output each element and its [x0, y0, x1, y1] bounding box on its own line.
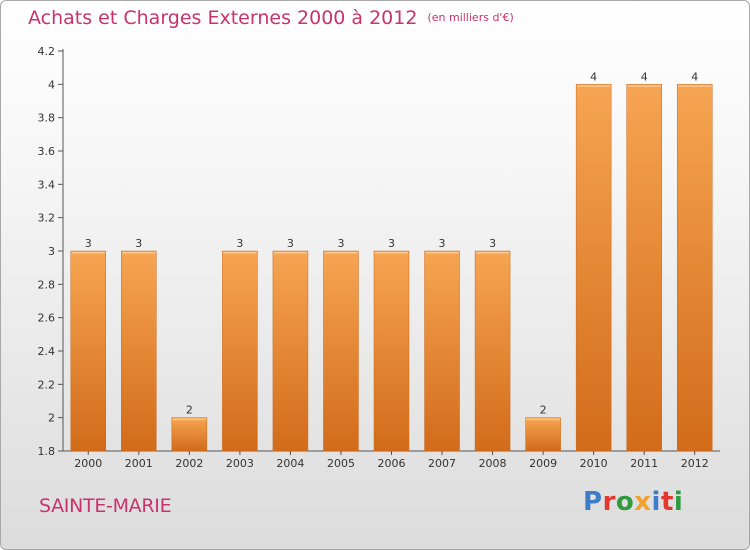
y-tick-label: 3	[48, 245, 55, 258]
x-tick-label: 2011	[630, 457, 658, 470]
x-tick-label: 2010	[580, 457, 608, 470]
bar-highlight	[71, 252, 105, 254]
x-tick-label: 2004	[276, 457, 304, 470]
bar	[323, 250, 359, 452]
bar-value-label: 2	[186, 404, 193, 417]
logo-letter: i	[651, 487, 661, 517]
y-tick-label: 4.2	[38, 45, 56, 58]
y-tick-label: 2.8	[38, 278, 56, 291]
bar-value-label: 3	[236, 237, 243, 250]
logo-letter: i	[673, 487, 684, 517]
y-tick-label: 3.4	[38, 178, 56, 191]
bar	[575, 84, 612, 452]
bar-value-label: 3	[135, 237, 142, 250]
chart-title: Achats et Charges Externes 2000 à 2012 (e…	[28, 7, 514, 29]
x-tick-label: 2003	[226, 457, 254, 470]
bar-highlight	[273, 252, 307, 254]
bar-value-label: 4	[590, 70, 597, 83]
y-tick-label: 3.2	[38, 212, 56, 225]
chart-title-text: Achats et Charges Externes 2000 à 2012	[28, 7, 418, 29]
x-tick-label: 2008	[479, 457, 507, 470]
bar-value-label: 3	[388, 237, 395, 250]
bar-highlight	[223, 252, 257, 254]
logo-letter: t	[660, 487, 674, 517]
y-tick-label: 2.4	[38, 345, 56, 358]
bar	[272, 250, 309, 452]
bar-value-label: 3	[85, 237, 92, 250]
bar-highlight	[577, 85, 611, 87]
y-tick-label: 3.8	[38, 112, 56, 125]
bar-value-label: 4	[691, 70, 698, 83]
bar-highlight	[627, 85, 661, 87]
bar-highlight	[172, 418, 206, 421]
bar	[121, 250, 157, 452]
y-tick-label: 2.6	[38, 312, 56, 325]
bar	[626, 84, 662, 452]
bar	[424, 250, 460, 452]
x-tick-label: 2005	[327, 457, 355, 470]
bar-highlight	[678, 85, 712, 87]
x-tick-label: 2012	[681, 457, 709, 470]
bar-value-label: 3	[337, 237, 344, 250]
y-tick-label: 2.2	[38, 378, 56, 391]
proxiti-logo: Proxiti	[583, 487, 683, 517]
bar-highlight	[122, 252, 156, 254]
x-tick-label: 2001	[125, 457, 153, 470]
bar-value-label: 3	[489, 237, 496, 250]
bar-value-label: 3	[439, 237, 446, 250]
bar-highlight	[425, 252, 459, 254]
bar-highlight	[324, 252, 358, 254]
location-name: SAINTE-MARIE	[39, 495, 172, 517]
logo-letter: x	[634, 487, 652, 517]
bar-value-label: 2	[540, 404, 547, 417]
bar	[373, 250, 410, 452]
bar	[676, 84, 713, 452]
y-tick-label: 4	[48, 78, 55, 91]
bar	[70, 250, 107, 452]
bar	[474, 250, 511, 452]
y-tick-label: 1.8	[38, 445, 56, 458]
y-tick-label: 3.6	[38, 145, 56, 158]
bar	[222, 250, 258, 452]
x-tick-label: 2007	[428, 457, 456, 470]
y-tick-label: 2	[48, 412, 55, 425]
x-tick-label: 2009	[529, 457, 557, 470]
logo-letter: r	[602, 487, 616, 517]
x-tick-label: 2002	[175, 457, 203, 470]
x-tick-label: 2000	[74, 457, 102, 470]
bar	[525, 417, 561, 452]
logo-letter: P	[583, 487, 603, 517]
logo-letter: o	[615, 487, 635, 517]
x-tick-label: 2006	[378, 457, 406, 470]
bar	[171, 417, 208, 452]
bar-highlight	[526, 418, 560, 421]
bar-value-label: 3	[287, 237, 294, 250]
bar-highlight	[476, 252, 510, 254]
bar-value-label: 4	[641, 70, 648, 83]
chart-subtitle: (en milliers d'€)	[427, 11, 514, 24]
bar-highlight	[375, 252, 408, 254]
